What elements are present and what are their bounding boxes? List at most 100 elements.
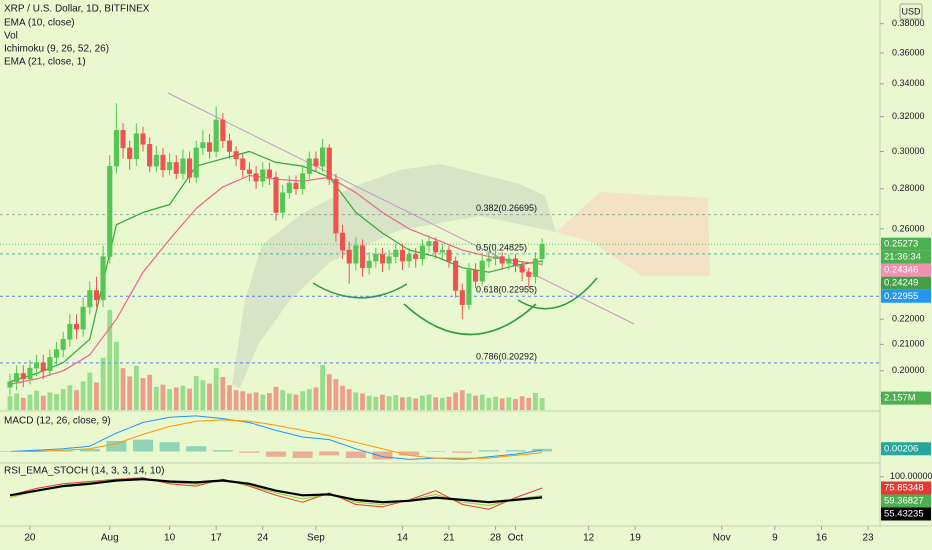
volume-bar	[419, 395, 425, 410]
legend-entry: Ichimoku (9, 26, 52, 26)	[4, 44, 109, 55]
candle-body	[399, 249, 405, 262]
candle-body	[233, 151, 239, 160]
volume-bar	[54, 394, 59, 410]
candle-body	[173, 162, 179, 174]
volume-bar	[67, 385, 73, 410]
candle-body	[293, 182, 299, 190]
macd-histogram	[292, 451, 313, 459]
candle-body	[320, 147, 326, 167]
x-tick-label: 23	[862, 533, 874, 544]
x-tick-label: 16	[816, 533, 828, 544]
price-tag-label: 0.22955	[884, 291, 918, 302]
volume-bar	[406, 396, 412, 410]
macd-histogram	[159, 442, 180, 452]
chart-title: XRP / U.S. Dollar, 1D, BITFINEX	[4, 4, 150, 15]
volume-bar	[20, 397, 26, 410]
ichimoku-cloud	[232, 164, 556, 388]
macd-histogram	[399, 451, 420, 456]
ichimoku-cloud	[556, 192, 710, 276]
x-tick-label: 10	[164, 533, 176, 544]
candle-body	[386, 256, 392, 264]
volume-bar	[227, 385, 232, 410]
volume-bar	[114, 341, 119, 410]
candle-body	[180, 158, 186, 174]
candle-body	[426, 241, 432, 247]
volume-bar	[400, 397, 405, 410]
candle-body	[433, 241, 439, 253]
candle-body	[446, 249, 452, 262]
pattern-arc	[403, 303, 537, 336]
price-tag	[881, 442, 931, 456]
volume-bar	[446, 396, 452, 410]
x-tick-label: 17	[211, 533, 223, 544]
candle-body	[206, 142, 213, 152]
candle-body	[439, 249, 445, 253]
candle-body	[40, 362, 46, 372]
volume-bar	[200, 380, 206, 410]
candle-body	[393, 249, 399, 257]
candle-body	[419, 245, 425, 260]
volume-bar	[439, 397, 445, 410]
price-tag	[881, 250, 931, 264]
volume-bar	[160, 384, 166, 410]
candle-body	[453, 260, 459, 291]
x-tick-label: 14	[397, 533, 409, 544]
candle-body	[306, 158, 312, 174]
volume-bar	[180, 385, 186, 410]
x-tick-label: 19	[630, 533, 642, 544]
candle-body	[499, 256, 505, 264]
volume-bar	[306, 389, 312, 410]
candle-body	[80, 306, 86, 330]
x-tick-label: 28	[490, 533, 502, 544]
volume-bar	[286, 393, 292, 410]
trend-line	[167, 92, 635, 325]
volume-bar	[266, 392, 272, 410]
legend-entry: EMA (10, close)	[4, 18, 75, 29]
candle-body	[373, 254, 379, 262]
candle-body	[73, 323, 80, 330]
y-tick-label: 0.20000	[892, 365, 925, 375]
candle-body	[127, 147, 133, 160]
x-tick-label: 9	[772, 533, 778, 544]
volume-bar	[153, 386, 159, 410]
macd-histogram	[478, 450, 499, 452]
volume-bar	[340, 385, 345, 410]
candle-body	[226, 140, 233, 152]
candle-body	[113, 130, 119, 167]
volume-bar	[486, 397, 492, 410]
volume-bar	[293, 394, 299, 410]
macd-histogram	[133, 439, 154, 452]
candle-body	[473, 269, 479, 282]
price-tag	[881, 237, 931, 251]
candle-body	[459, 290, 465, 305]
candle-body	[187, 158, 193, 178]
volume-bar	[100, 357, 106, 410]
candle-body	[379, 254, 386, 264]
macd-histogram	[106, 440, 127, 452]
volume-bar	[27, 394, 33, 410]
macd-histogram	[26, 450, 47, 452]
volume-bar	[380, 394, 385, 410]
candle-body	[47, 357, 53, 372]
candle-body	[60, 338, 66, 350]
volume-bar	[94, 382, 99, 410]
candle-body	[280, 192, 286, 213]
macd-histogram	[212, 450, 233, 452]
price-tag	[881, 507, 931, 521]
candle-body	[359, 245, 366, 268]
candle-body	[147, 144, 153, 167]
candle-body	[519, 265, 525, 273]
macd-histogram	[239, 451, 260, 453]
y-tick-label: 0.34000	[892, 78, 925, 88]
fib-label: 0.5(0.24825)	[476, 242, 527, 252]
candle-body	[20, 373, 26, 380]
volume-bar	[346, 389, 352, 410]
y-tick-label: 0.36000	[892, 47, 925, 57]
candle-body	[486, 258, 492, 262]
y-tick-label: 0.32000	[892, 111, 925, 121]
y-tick-label: 0.28000	[892, 183, 925, 193]
volume-bar	[140, 378, 146, 410]
candle-body	[246, 169, 252, 174]
x-tick-label: 21	[443, 533, 455, 544]
